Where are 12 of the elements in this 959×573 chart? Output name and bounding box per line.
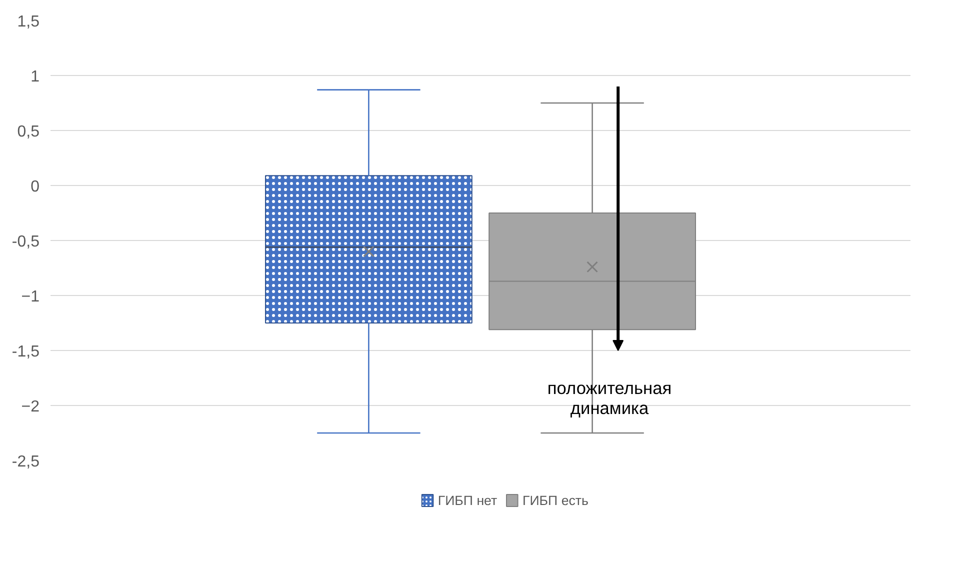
legend-label: ГИБП есть [522,493,588,508]
y-tick-label: −1 [21,288,40,306]
y-tick-label: -1,5 [12,344,40,360]
legend-label: ГИБП нет [438,493,498,508]
annotation: положительная динамика [547,378,672,418]
y-tick-label: 1 [30,68,40,86]
y-tick-label: −2 [21,398,40,416]
y-tick-label: 1,5 [17,14,40,30]
y-tick-label: 0 [30,178,40,196]
y-tick-label: -0,5 [12,234,40,250]
y-tick-label: -2,5 [12,454,40,470]
y-tick-label: 0,5 [17,124,40,140]
